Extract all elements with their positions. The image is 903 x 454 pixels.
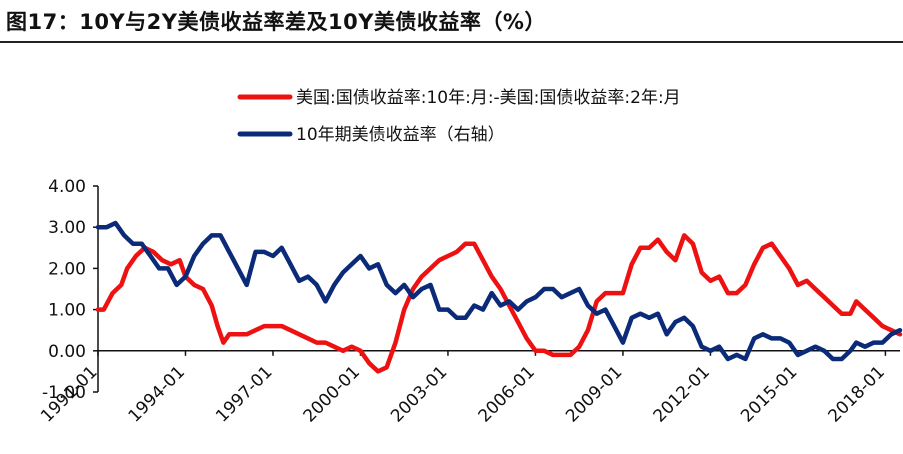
x-tick-label: 2003-01 (387, 362, 451, 426)
yield-10y-series-line (95, 220, 903, 362)
x-tick-label: 2000-01 (300, 362, 364, 426)
y-tick-label: 1.00 (48, 301, 86, 321)
legend-label-yield-10y: 10年期美债收益率（右轴） (296, 125, 505, 145)
y-tick-label: 4.00 (48, 177, 86, 197)
y-tick-label: 2.00 (48, 259, 86, 279)
x-axis-labels: 1991-01 1994-01 1997-01 2000-01 2003-01 2006-… (37, 362, 889, 426)
y-tick-label: 3.00 (48, 218, 86, 238)
chart-title: 图17：10Y与2Y美债收益率差及10Y美债收益率（%） (6, 10, 546, 34)
x-tick-label: 2006-01 (475, 362, 539, 426)
legend-label-spread: 美国:国债收益率:10年:月:-美国:国债收益率:2年:月 (296, 88, 681, 108)
x-tick-label: 2012-01 (650, 362, 714, 426)
y-tick-label: 0.00 (48, 342, 86, 362)
x-tick-label: 1997-01 (212, 362, 276, 426)
x-tick-label: 1994-01 (125, 362, 189, 426)
chart-axes: 4.00 3.00 2.00 1.00 0.00 -1.00 (42, 177, 900, 403)
y-tick-label: -1.00 (42, 383, 86, 403)
chart-series (95, 220, 903, 374)
x-tick-label: 2009-01 (562, 362, 626, 426)
legend: 美国:国债收益率:10年:月:-美国:国债收益率:2年:月 10年期美债收益率（右… (237, 88, 681, 145)
spread-series-line (95, 233, 903, 374)
x-tick-label: 2015-01 (737, 362, 801, 426)
title-divider (0, 41, 903, 43)
x-tick-label: 2018-01 (825, 362, 889, 426)
